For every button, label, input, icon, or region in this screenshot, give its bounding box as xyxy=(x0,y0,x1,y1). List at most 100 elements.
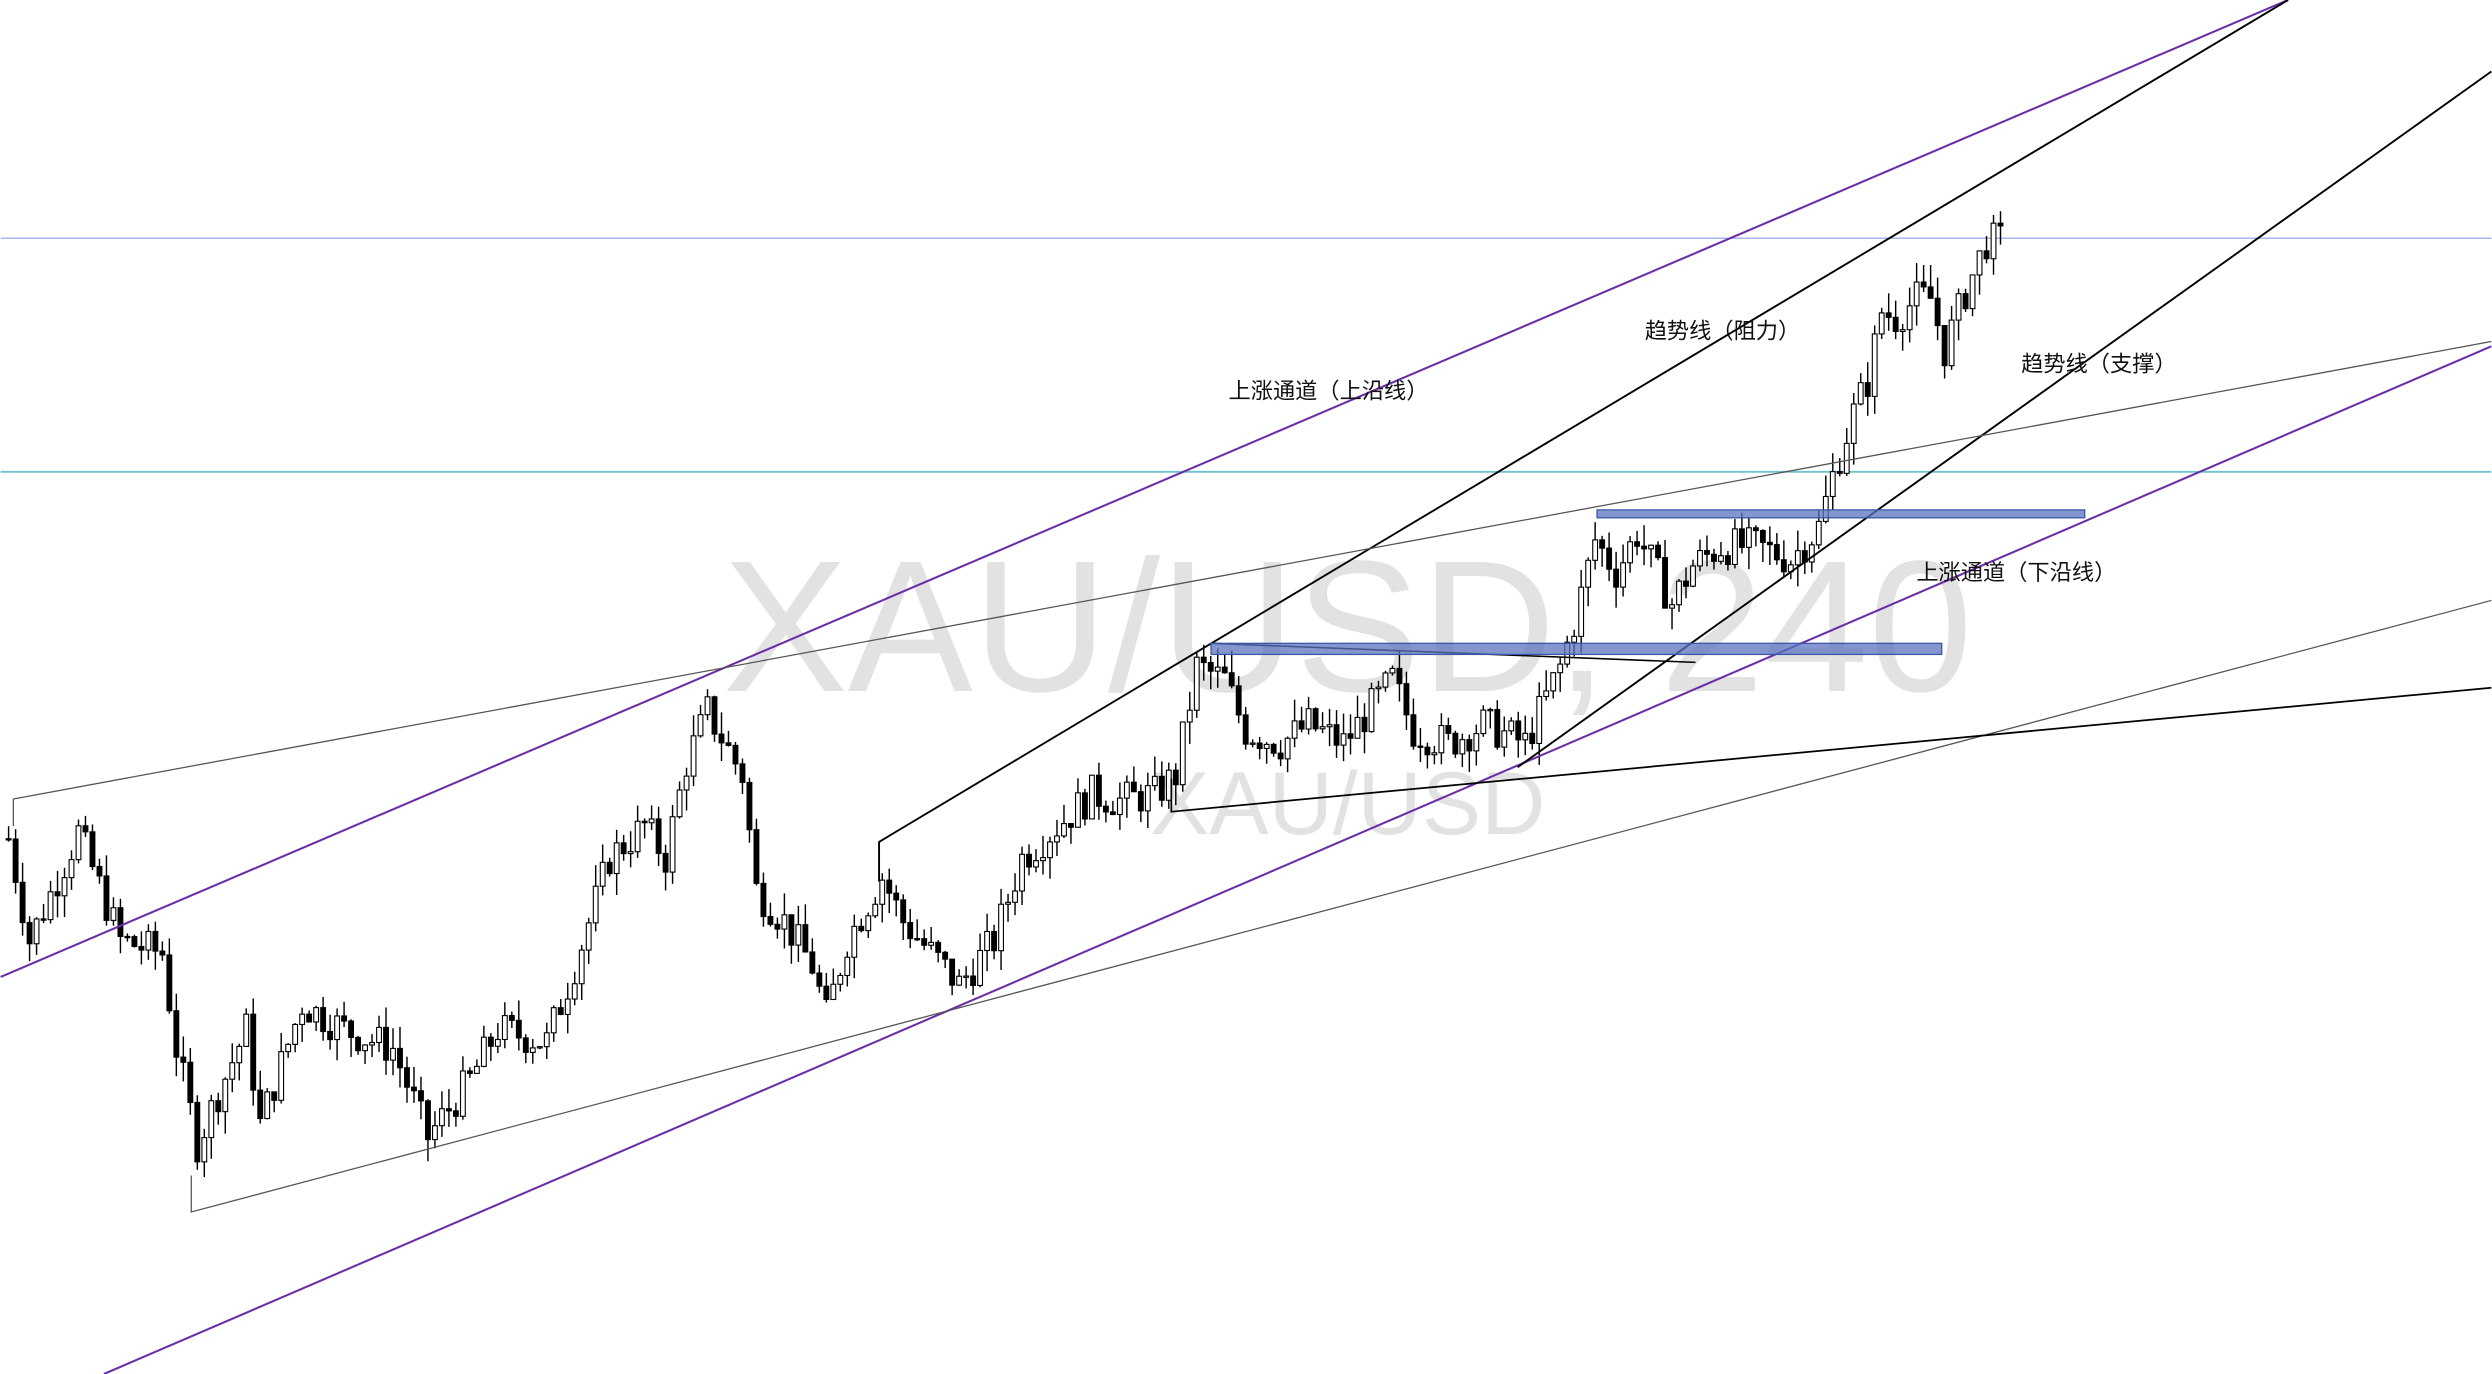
candle-bearish xyxy=(1634,541,1641,547)
candle-bullish xyxy=(1088,774,1095,820)
candle-bullish xyxy=(1850,403,1857,444)
candle-bullish xyxy=(543,1032,550,1048)
candle-bearish xyxy=(606,861,613,875)
candle-bullish xyxy=(592,885,599,924)
candle-bearish xyxy=(1941,325,1948,367)
candle-bullish xyxy=(1459,739,1466,755)
zone-lower[interactable] xyxy=(1210,642,1943,656)
candle-bullish xyxy=(1193,656,1200,711)
candle-bearish xyxy=(180,1056,187,1063)
candle-bearish xyxy=(991,930,998,952)
candle-bullish xyxy=(984,930,991,952)
trendline-support[interactable] xyxy=(1517,70,2492,768)
candle-bullish xyxy=(697,714,704,737)
candle-bullish xyxy=(110,907,117,921)
candle-bullish xyxy=(676,789,683,818)
trendline-resistance[interactable] xyxy=(878,0,2289,882)
candle-bullish xyxy=(550,1007,557,1034)
candle-bullish xyxy=(998,903,1005,952)
candle-bearish xyxy=(1892,316,1899,332)
candle-bearish xyxy=(1613,568,1620,588)
candle-bearish xyxy=(760,882,767,918)
candle-bearish xyxy=(1724,555,1731,566)
candle-bearish xyxy=(732,744,739,765)
candle-bullish xyxy=(1116,797,1123,816)
candle-bearish xyxy=(1445,724,1452,734)
candle-bearish xyxy=(1766,541,1773,546)
candle-bullish xyxy=(795,924,802,946)
candle-bearish xyxy=(250,1013,257,1091)
candle-bearish xyxy=(159,950,166,956)
candle-bullish xyxy=(61,877,68,897)
candle-bullish xyxy=(536,1046,543,1049)
candle-bearish xyxy=(5,838,12,841)
candle-bearish xyxy=(1934,297,1941,327)
candle-bullish xyxy=(47,891,54,921)
candle-bullish xyxy=(1906,305,1913,331)
zone-upper[interactable] xyxy=(1596,509,2086,519)
thin-trendline-lower[interactable] xyxy=(190,599,2492,1213)
candle-bullish xyxy=(33,918,40,945)
candle-bullish xyxy=(1368,688,1375,733)
channel-lower-line[interactable] xyxy=(103,345,2492,1374)
candle-bearish xyxy=(1711,553,1717,562)
candle-bearish xyxy=(515,1019,522,1039)
candle-bearish xyxy=(1235,685,1242,716)
thin-trendline-upper[interactable] xyxy=(12,340,2492,826)
candle-bearish xyxy=(900,899,907,924)
candle-bullish xyxy=(1040,857,1046,862)
candle-bullish xyxy=(1578,586,1585,637)
candle-bearish xyxy=(620,842,627,855)
candle-bearish xyxy=(949,958,956,986)
candle-bearish xyxy=(1333,724,1340,746)
candle-bearish xyxy=(1207,661,1214,672)
candle-bearish xyxy=(1026,853,1032,868)
candle-bearish xyxy=(404,1067,410,1088)
candle-bearish xyxy=(1200,656,1207,664)
candle-bullish xyxy=(1005,901,1011,905)
candle-bullish xyxy=(334,1015,341,1041)
candle-bearish xyxy=(1109,811,1116,816)
candle-bullish xyxy=(963,975,970,978)
candle-bearish xyxy=(1270,743,1277,754)
candle-bullish xyxy=(1179,721,1186,786)
candle-bearish xyxy=(445,1108,452,1112)
candle-bullish xyxy=(690,735,697,777)
candle-bullish xyxy=(1794,550,1801,566)
candle-bullish xyxy=(313,1007,320,1023)
candle-bullish xyxy=(1948,319,1955,367)
candle-bearish xyxy=(1095,774,1102,807)
candle-bearish xyxy=(1529,732,1536,745)
candle-bearish xyxy=(1221,666,1228,674)
candle-bullish xyxy=(1669,604,1675,609)
candle-bearish xyxy=(1927,286,1934,299)
candle-bearish xyxy=(1836,471,1843,474)
candle-bullish xyxy=(837,974,844,985)
candle-bullish xyxy=(1284,737,1291,760)
candle-bearish xyxy=(1396,667,1403,685)
candle-bearish xyxy=(1864,382,1871,397)
candle-bullish xyxy=(578,949,585,985)
candle-bearish xyxy=(662,852,669,873)
candle-bearish xyxy=(327,1030,334,1041)
candle-bullish xyxy=(928,941,935,946)
candle-bullish xyxy=(1676,580,1682,606)
candle-bearish xyxy=(1081,792,1088,820)
candle-bearish xyxy=(935,941,942,953)
candle-bearish xyxy=(739,763,746,783)
candle-bearish xyxy=(753,829,760,884)
candle-bullish xyxy=(1976,250,1983,276)
candle-bearish xyxy=(907,922,914,940)
candle-bearish xyxy=(82,825,89,833)
candle-bearish xyxy=(1256,742,1263,750)
candle-bullish xyxy=(1690,565,1696,587)
candle-bullish xyxy=(236,1045,243,1064)
candle-bearish xyxy=(1410,714,1417,747)
trendline-base[interactable] xyxy=(1170,686,2492,813)
candle-bullish xyxy=(1857,382,1864,405)
candle-bullish xyxy=(432,1125,438,1141)
candle-bullish xyxy=(1438,724,1445,754)
channel-upper-line[interactable] xyxy=(0,0,2289,978)
candle-bullish xyxy=(1543,690,1550,698)
